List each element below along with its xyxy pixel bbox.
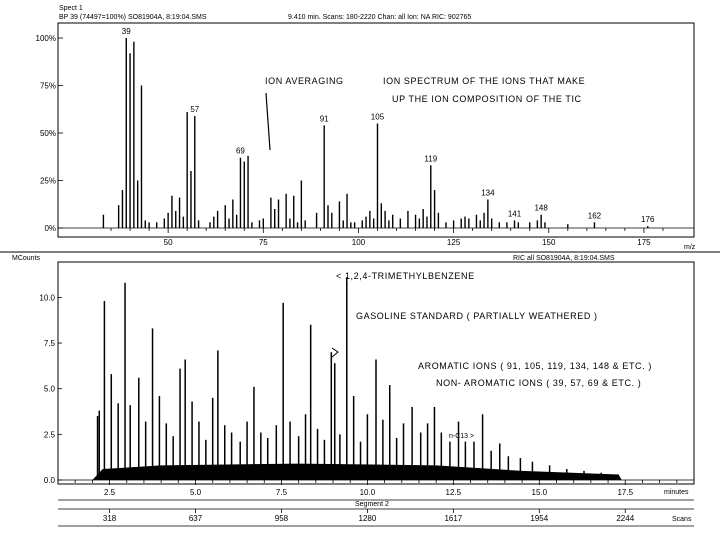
- chromatogram-y-tick-label: 7.5: [44, 339, 56, 348]
- spectrum-y-tick-label: 100%: [36, 34, 56, 43]
- chromatogram-baseline-hump: [92, 463, 622, 480]
- ion-spectrum-note-line1: ION SPECTRUM OF THE IONS THAT MAKE: [383, 76, 585, 86]
- spectrum-x-axis: 50 75 100 125 150 175: [110, 228, 664, 247]
- spectrum-peak-label: 176: [641, 215, 655, 224]
- trimethylbenzene-label: < 1,2,4-TRIMETHYLBENZENE: [336, 271, 475, 281]
- segment-label: Segment 2: [355, 501, 389, 508]
- chromatogram-x-axis: 2.5 5.0 7.5 10.0 12.5 15.0 17.5: [74, 480, 678, 497]
- spectrum-header-right: 9.410 min. Scans: 180-2220 Chan: all Ion…: [288, 14, 471, 21]
- chromatogram-y-tick-label: 5.0: [44, 385, 56, 394]
- spectrum-peak-label: 119: [424, 154, 437, 163]
- chromatogram-x-tick-label: 2.5: [104, 488, 116, 497]
- chromatogram-x-unit: minutes: [664, 489, 689, 496]
- chromatogram-plot-frame: [57, 261, 695, 485]
- spectrum-peak-label: 57: [190, 105, 199, 114]
- n-c13-label: n-C13 >: [449, 433, 474, 440]
- spectrum-y-tick-label: 50%: [40, 129, 56, 138]
- chromatogram-header-right: RIC all SO81904A, 8:19:04.SMS: [513, 255, 615, 262]
- scans-unit: Scans: [672, 516, 692, 523]
- spectrum-title: Spect 1: [59, 5, 83, 12]
- spectrum-peak-label: 91: [320, 114, 329, 123]
- scan-tick-label: 1617: [444, 514, 462, 523]
- spectrum-x-tick-label: 75: [259, 238, 268, 247]
- spectrum-x-tick-label: 125: [447, 238, 461, 247]
- scan-axis: 318 637 958 1280 1617 1954 2244: [103, 509, 635, 523]
- trimethylbenzene-marker: [331, 347, 339, 358]
- spectrum-peaks: [102, 38, 649, 228]
- spectrum-y-tick-label: 75%: [40, 82, 56, 91]
- spectrum-x-unit: m/z: [684, 244, 696, 251]
- spectrum-header-left: BP 39 (74497=100%) SO81904A, 8:19:04.SMS: [59, 14, 207, 21]
- spectrum-peak-label: 141: [508, 209, 522, 218]
- scan-tick-label: 1954: [530, 514, 548, 523]
- ion-spectrum-note-line2: UP THE ION COMPOSITION OF THE TIC: [392, 94, 582, 104]
- spectrum-y-tick-label: 25%: [40, 177, 56, 186]
- scan-tick-label: 1280: [359, 514, 377, 523]
- spectrum-peak-label: 162: [588, 211, 602, 220]
- spectrum-peak-labels: 39 57 69 91 105 119 134 141 148 162 176: [122, 27, 655, 224]
- ion-averaging-label: ION AVERAGING: [265, 76, 344, 86]
- chromatogram-x-tick-label: 12.5: [446, 488, 462, 497]
- spectrum-peak-label: 134: [481, 189, 495, 198]
- aromatic-ions-label: AROMATIC IONS ( 91, 105, 119, 134, 148 &…: [418, 361, 652, 371]
- chromatogram-y-label: MCounts: [12, 255, 41, 262]
- scan-tick-label: 637: [189, 514, 203, 523]
- chromatogram-y-tick-label: 0.0: [44, 476, 56, 485]
- spectrum-x-tick-label: 50: [164, 238, 173, 247]
- spectrum-peak-label: 105: [371, 113, 385, 122]
- chromatogram-x-tick-label: 10.0: [360, 488, 376, 497]
- spectrum-x-tick-label: 150: [542, 238, 556, 247]
- spectrum-y-tick-label: 0%: [44, 224, 56, 233]
- scan-tick-label: 2244: [616, 514, 634, 523]
- mass-spectrum-panel: Spect 1 BP 39 (74497=100%) SO81904A, 8:1…: [36, 5, 696, 251]
- ion-averaging-pointer: [265, 92, 271, 151]
- chromatogram-x-tick-label: 7.5: [276, 488, 288, 497]
- chromatogram-y-tick-label: 2.5: [44, 430, 56, 439]
- spectrum-plot-frame: [57, 22, 695, 238]
- spectrum-peak-label: 69: [236, 147, 245, 156]
- spectrum-x-tick-label: 100: [352, 238, 366, 247]
- chromatogram-x-tick-label: 17.5: [617, 488, 633, 497]
- chromatogram-peaks: [96, 277, 620, 480]
- scan-tick-label: 958: [275, 514, 289, 523]
- spectrum-peak-label: 39: [122, 27, 131, 36]
- chromatogram-panel: MCounts RIC all SO81904A, 8:19:04.SMS 0.…: [0, 251, 720, 527]
- scan-tick-label: 318: [103, 514, 117, 523]
- spectrum-peak-label: 148: [534, 204, 548, 213]
- chromatogram-y-tick-label: 10.0: [39, 293, 55, 302]
- spectrum-x-tick-label: 175: [637, 238, 651, 247]
- non-aromatic-ions-label: NON- AROMATIC IONS ( 39, 57, 69 & ETC. ): [436, 378, 641, 388]
- chromatogram-x-tick-label: 15.0: [532, 488, 548, 497]
- gasoline-standard-label: GASOLINE STANDARD ( PARTIALLY WEATHERED …: [356, 311, 598, 321]
- chromatogram-x-tick-label: 5.0: [190, 488, 202, 497]
